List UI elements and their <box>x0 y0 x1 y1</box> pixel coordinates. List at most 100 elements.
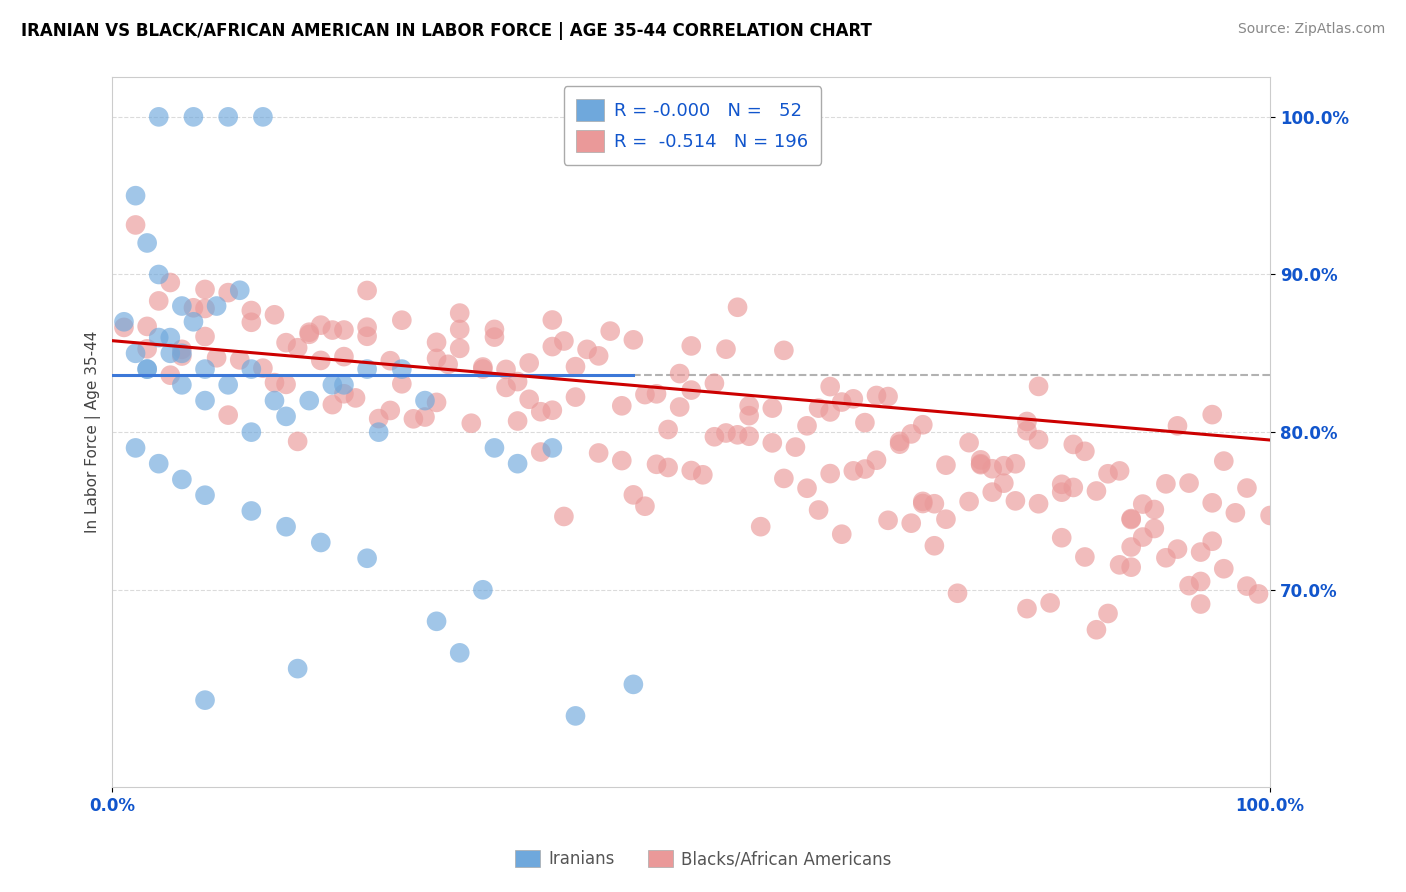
Point <box>380 403 402 417</box>
Point <box>426 615 449 629</box>
Point <box>426 351 449 366</box>
Point <box>1074 444 1097 458</box>
Point <box>356 362 378 376</box>
Point <box>274 377 297 392</box>
Point <box>1050 485 1073 500</box>
Point <box>553 334 575 348</box>
Point <box>194 693 217 707</box>
Point <box>588 349 610 363</box>
Point <box>217 377 239 392</box>
Point <box>170 472 193 486</box>
Point <box>564 359 586 374</box>
Point <box>356 320 378 334</box>
Point <box>252 361 274 376</box>
Point <box>170 299 193 313</box>
Point <box>900 516 922 531</box>
Point <box>449 342 471 356</box>
Point <box>576 343 599 357</box>
Point <box>170 346 193 360</box>
Point <box>924 497 946 511</box>
Point <box>170 343 193 357</box>
Point <box>112 320 135 334</box>
Point <box>183 315 205 329</box>
Point <box>1258 508 1281 523</box>
Point <box>877 513 900 527</box>
Point <box>1201 496 1223 510</box>
Point <box>170 377 193 392</box>
Point <box>703 430 725 444</box>
Point <box>124 346 146 360</box>
Point <box>449 306 471 320</box>
Point <box>229 283 252 297</box>
Point <box>621 333 644 347</box>
Point <box>413 410 436 425</box>
Point <box>460 416 482 430</box>
Point <box>645 458 668 472</box>
Point <box>159 330 181 344</box>
Point <box>807 503 830 517</box>
Point <box>541 340 564 354</box>
Point <box>935 458 957 472</box>
Point <box>240 504 263 518</box>
Point <box>194 282 217 296</box>
Point <box>449 646 471 660</box>
Point <box>217 110 239 124</box>
Point <box>877 390 900 404</box>
Point <box>240 425 263 439</box>
Point <box>1039 596 1062 610</box>
Point <box>333 323 356 337</box>
Point <box>1132 497 1154 511</box>
Point <box>657 460 679 475</box>
Point <box>1201 408 1223 422</box>
Point <box>1108 464 1130 478</box>
Point <box>298 327 321 342</box>
Point <box>541 441 564 455</box>
Point <box>159 276 181 290</box>
Point <box>148 268 170 282</box>
Point <box>761 436 783 450</box>
Point <box>298 393 321 408</box>
Point <box>1097 607 1119 621</box>
Point <box>853 462 876 476</box>
Point <box>692 467 714 482</box>
Legend: R = -0.000   N =   52, R =  -0.514   N = 196: R = -0.000 N = 52, R = -0.514 N = 196 <box>564 87 821 165</box>
Point <box>807 401 830 416</box>
Point <box>321 398 343 412</box>
Point <box>1062 480 1084 494</box>
Point <box>634 500 657 514</box>
Point <box>588 446 610 460</box>
Point <box>136 362 159 376</box>
Point <box>1201 534 1223 549</box>
Point <box>240 362 263 376</box>
Point <box>194 362 217 376</box>
Point <box>356 551 378 566</box>
Point <box>1189 597 1212 611</box>
Point <box>356 284 378 298</box>
Point <box>274 335 297 350</box>
Point <box>911 496 934 510</box>
Point <box>749 519 772 533</box>
Point <box>889 434 911 449</box>
Point <box>506 457 529 471</box>
Point <box>668 400 690 414</box>
Point <box>1178 579 1201 593</box>
Point <box>842 392 865 406</box>
Point <box>969 458 991 472</box>
Point <box>957 494 980 508</box>
Point <box>738 429 761 443</box>
Point <box>621 488 644 502</box>
Point <box>865 388 887 402</box>
Point <box>333 377 356 392</box>
Point <box>229 352 252 367</box>
Point <box>981 485 1004 500</box>
Point <box>506 414 529 428</box>
Point <box>1015 424 1038 438</box>
Point <box>957 435 980 450</box>
Point <box>761 401 783 416</box>
Point <box>621 677 644 691</box>
Point <box>240 315 263 329</box>
Point <box>564 709 586 723</box>
Point <box>727 427 749 442</box>
Point <box>413 393 436 408</box>
Y-axis label: In Labor Force | Age 35-44: In Labor Force | Age 35-44 <box>86 331 101 533</box>
